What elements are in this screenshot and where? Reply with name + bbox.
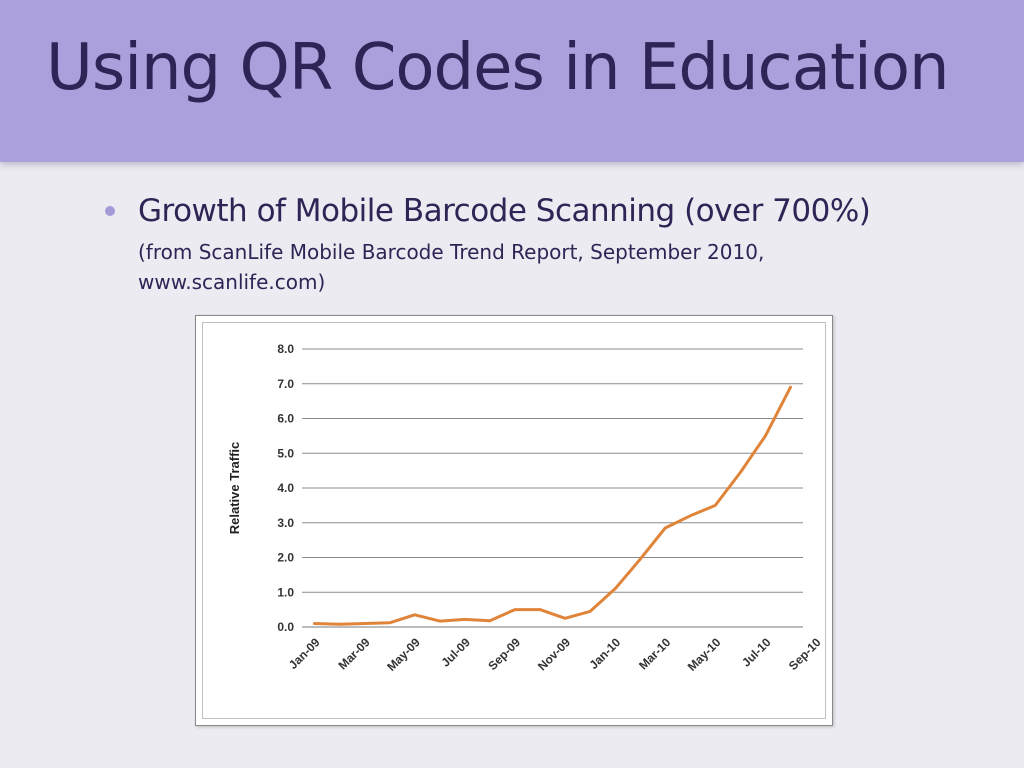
source-citation: (from ScanLife Mobile Barcode Trend Repo…	[138, 239, 765, 294]
x-tick-label: Jan-10	[586, 635, 623, 672]
bullet-dot-icon	[105, 206, 115, 216]
y-tick-label: 6.0	[277, 412, 294, 426]
chart-area: 0.0 1.0 2.0 3.0 4.0 5.0 6.0 7.0 8.0 Jan-09 Mar-09 M…	[202, 322, 826, 719]
x-tick-label: Jan-09	[286, 635, 323, 672]
bullet-block: Growth of Mobile Barcode Scanning (over …	[105, 192, 985, 297]
y-tick-label: 7.0	[277, 377, 294, 391]
chart-frame: 0.0 1.0 2.0 3.0 4.0 5.0 6.0 7.0 8.0 Jan-09 Mar-09 M…	[195, 315, 833, 726]
x-tick-label: Jul-10	[739, 635, 774, 670]
y-axis-title: Relative Traffic	[227, 442, 242, 535]
y-tick-label: 4.0	[277, 481, 294, 495]
x-tick-label: Mar-09	[335, 635, 372, 672]
y-tick-label: 1.0	[277, 585, 294, 599]
line-chart: 0.0 1.0 2.0 3.0 4.0 5.0 6.0 7.0 8.0 Jan-09 Mar-09 M…	[227, 342, 824, 674]
x-tick-label: Mar-10	[636, 635, 673, 672]
series-line	[313, 385, 792, 626]
y-tick-label: 8.0	[277, 342, 294, 356]
x-tick-label: Sep-09	[485, 635, 523, 673]
x-tick-label: Nov-09	[535, 635, 573, 673]
y-tick-label: 2.0	[277, 551, 294, 565]
bullet-heading: Growth of Mobile Barcode Scanning (over …	[138, 193, 871, 229]
y-tick-label: 3.0	[277, 516, 294, 530]
title-band: Using QR Codes in Education	[0, 0, 1024, 162]
x-tick-label: May-10	[685, 635, 724, 674]
x-tick-label: May-09	[384, 635, 423, 674]
slide-title: Using QR Codes in Education	[46, 31, 950, 105]
x-tick-label: Sep-10	[786, 635, 824, 673]
y-tick-label: 5.0	[277, 446, 294, 460]
x-tick-label: Jul-09	[439, 635, 474, 670]
y-tick-label: 0.0	[277, 620, 294, 634]
